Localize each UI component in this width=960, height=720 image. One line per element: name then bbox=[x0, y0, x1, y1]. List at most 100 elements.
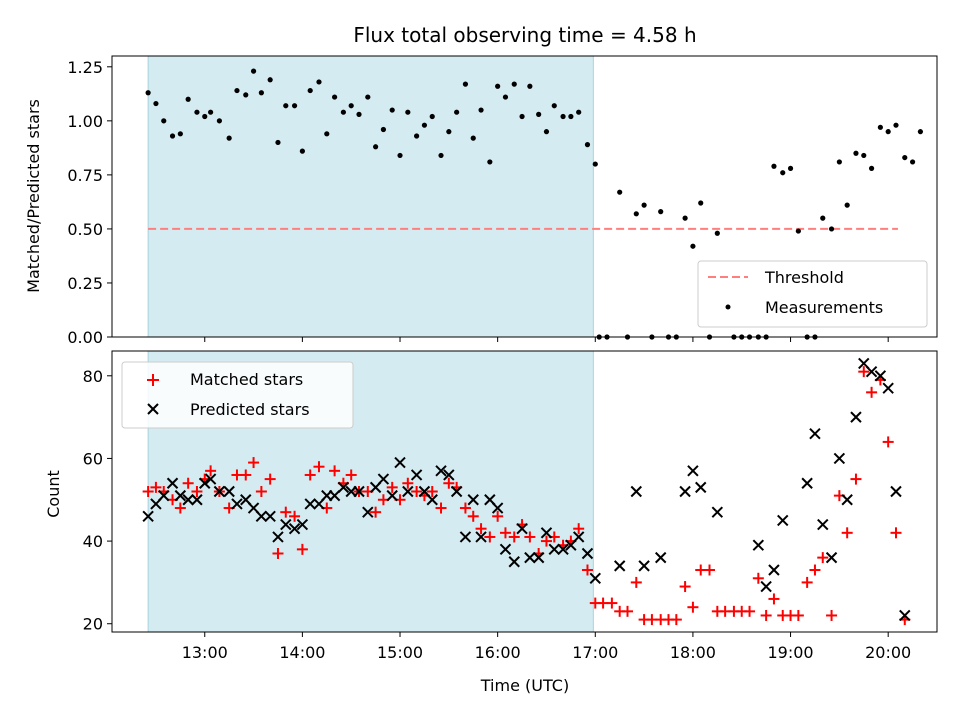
predicted-star-point bbox=[882, 382, 894, 394]
matched-star-point bbox=[272, 547, 284, 559]
predicted-star-point bbox=[581, 547, 594, 560]
matched-star-point bbox=[630, 576, 642, 588]
matched-star-point bbox=[801, 576, 813, 588]
matched-star-point bbox=[289, 510, 301, 522]
predicted-star-point bbox=[223, 485, 235, 498]
predicted-star-point bbox=[768, 564, 780, 576]
predicted-star-point bbox=[508, 556, 520, 568]
measurement-point bbox=[902, 154, 908, 161]
matched-star-point bbox=[826, 609, 838, 621]
measurement-point bbox=[250, 68, 257, 74]
predicted-star-point bbox=[402, 485, 414, 498]
matched-star-point bbox=[573, 523, 585, 535]
matched-star-point bbox=[581, 564, 593, 576]
bottom-x-tick-label: 19:00 bbox=[767, 643, 813, 662]
measurement-point bbox=[584, 142, 591, 148]
predicted-star-point bbox=[377, 473, 390, 485]
predicted-star-point bbox=[499, 543, 512, 556]
matched-star-point bbox=[329, 465, 341, 477]
matched-star-point bbox=[484, 531, 496, 543]
measurement-point bbox=[169, 133, 176, 139]
matched-star-point bbox=[304, 469, 316, 481]
bottom-y-tick-label: 40 bbox=[83, 532, 103, 551]
measurement-point bbox=[690, 243, 696, 249]
matched-star-point bbox=[704, 564, 716, 576]
matched-star-point bbox=[248, 457, 260, 469]
bottom-axes-frame bbox=[111, 350, 938, 633]
measurement-point bbox=[877, 124, 883, 130]
predicted-star-point bbox=[328, 489, 341, 502]
measurement-point bbox=[405, 109, 411, 115]
measurement-point bbox=[795, 228, 801, 234]
predicted-star-point bbox=[557, 543, 569, 556]
predicted-star-point bbox=[386, 489, 398, 502]
predicted-star-point bbox=[687, 465, 699, 477]
predicted-star-point bbox=[450, 485, 463, 498]
bottom-y-ticks: 20 40 60 80 bbox=[83, 367, 112, 634]
measurement-point bbox=[519, 113, 525, 120]
measurement-point bbox=[592, 161, 598, 167]
matched-star-point bbox=[240, 469, 252, 481]
matched-star-point bbox=[850, 473, 862, 485]
predicted-star-point bbox=[304, 498, 316, 510]
predicted-star-point bbox=[435, 465, 447, 477]
measurement-point bbox=[771, 163, 777, 169]
matched-star-point bbox=[524, 531, 536, 543]
predicted-star-point bbox=[199, 477, 211, 489]
matched-star-point bbox=[345, 469, 357, 481]
bottom-legend: Matched stars Predicted stars bbox=[121, 361, 354, 429]
bottom-y-tick-label: 60 bbox=[83, 449, 103, 468]
measurement-point bbox=[893, 122, 899, 128]
predicted-star-point bbox=[548, 543, 560, 556]
matched-star-point bbox=[443, 477, 455, 489]
matched-star-point bbox=[817, 552, 829, 564]
predicted-star-point bbox=[516, 522, 528, 535]
measurement-point bbox=[568, 113, 574, 120]
measurement-point bbox=[194, 109, 200, 115]
bottom-y-axis-label: Count bbox=[44, 470, 63, 518]
matched-star-point bbox=[313, 461, 325, 473]
measurement-point bbox=[909, 159, 916, 165]
top-y-tick-label: 1.25 bbox=[67, 58, 103, 77]
predicted-star-point bbox=[264, 510, 276, 523]
measurement-point bbox=[844, 202, 850, 208]
predicted-star-point bbox=[638, 560, 650, 572]
matched-star-point bbox=[280, 506, 292, 518]
measurement-point bbox=[633, 211, 639, 217]
measurement-point bbox=[478, 107, 484, 113]
measurement-point bbox=[560, 113, 566, 120]
matched-star-point bbox=[792, 609, 804, 621]
measurement-point bbox=[836, 159, 842, 165]
threshold-legend-label: Threshold bbox=[764, 268, 844, 287]
matched-star-point bbox=[841, 527, 853, 539]
matched-star-point bbox=[435, 502, 447, 514]
measurement-point bbox=[283, 103, 289, 109]
predicted-star-point bbox=[630, 485, 642, 498]
matched-star-point bbox=[687, 601, 699, 613]
ratio-panel: Flux total observing time = 4.58 h 0.000… bbox=[24, 23, 938, 347]
matched-star-point bbox=[540, 535, 552, 547]
matched-star-point bbox=[296, 543, 308, 555]
observing-window-shade bbox=[147, 55, 594, 338]
measurement-point bbox=[682, 215, 688, 221]
predicted-star-point bbox=[777, 514, 789, 527]
matched-star-point bbox=[744, 605, 756, 617]
top-legend-box bbox=[697, 260, 928, 328]
measurements-legend-label: Measurements bbox=[765, 298, 883, 317]
matched-star-point bbox=[890, 527, 902, 539]
predicted-star-point bbox=[695, 481, 707, 494]
measurement-point bbox=[502, 94, 509, 100]
measurement-point bbox=[243, 92, 249, 98]
predicted-star-point bbox=[890, 485, 902, 498]
predicted-star-point bbox=[158, 489, 170, 502]
measurement-point bbox=[153, 100, 159, 107]
top-y-tick-label: 0.50 bbox=[67, 220, 103, 239]
predicted-star-point bbox=[410, 469, 423, 481]
bottom-y-tick-label: 20 bbox=[83, 615, 103, 634]
matched-star-point bbox=[402, 477, 414, 489]
matched-star-point bbox=[752, 572, 764, 584]
top-y-tick-label: 0.25 bbox=[67, 274, 103, 293]
predicted-star-point bbox=[272, 531, 284, 543]
measurement-point bbox=[446, 129, 452, 135]
